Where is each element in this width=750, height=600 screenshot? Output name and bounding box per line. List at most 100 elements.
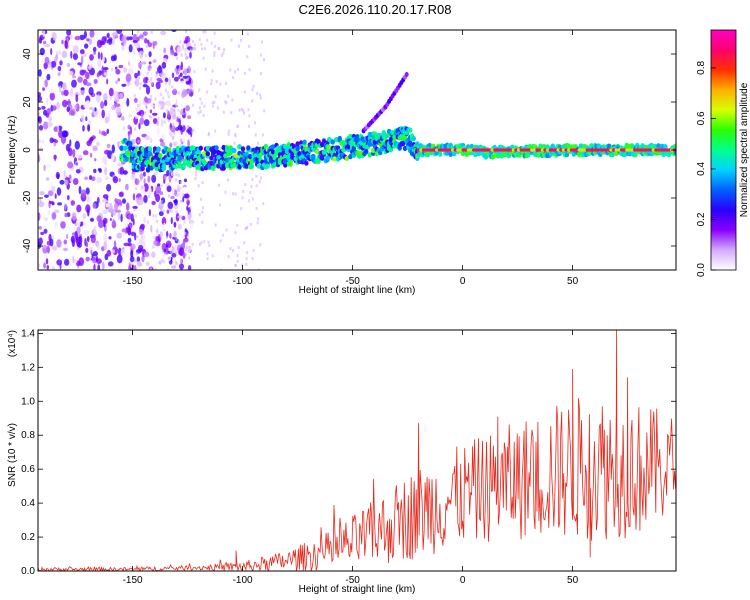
- spectrogram-noise-cell: [94, 158, 97, 162]
- spectrogram-faint-cell: [167, 194, 170, 198]
- spectrogram-noise-cell: [128, 113, 132, 118]
- spectrogram-noise-cell: [169, 142, 173, 148]
- spectrogram-noise-cell: [184, 228, 187, 233]
- spectrogram-faint-cell: [238, 108, 241, 112]
- spectrogram-secondary-cell: [404, 72, 409, 77]
- spectrogram-noise-cell: [139, 50, 144, 59]
- spectrogram-noise-cell: [164, 36, 167, 43]
- spectrogram-noise-cell: [114, 66, 118, 70]
- spectrogram-faint-cell: [156, 219, 158, 223]
- spectrogram-noise-cell: [106, 249, 112, 257]
- x-tick-label: -50: [345, 575, 360, 586]
- spectrogram-faint-cell: [180, 258, 183, 262]
- spectrogram-noise-cell: [61, 39, 64, 45]
- spectrogram-noise-cell: [80, 114, 85, 122]
- spectrogram-faint-cell: [236, 259, 239, 263]
- spectrogram-faint-cell: [199, 110, 202, 114]
- spectrogram-noise-cell: [176, 65, 180, 69]
- spectrogram-ridge-cell: [221, 163, 226, 169]
- spectrogram-faint-cell: [137, 140, 140, 143]
- spectrogram-noise-cell: [57, 202, 62, 206]
- spectrogram-noise-cell: [82, 125, 85, 132]
- spectrogram-noise-cell: [103, 241, 107, 250]
- spectrogram-noise-cell: [111, 32, 118, 37]
- x-tick-label: -150: [123, 276, 143, 287]
- spectrogram-noise-cell: [96, 141, 100, 147]
- spectrogram-faint-cell: [213, 100, 216, 104]
- snr-x-ticks: -150 -100 -50 0 50: [123, 330, 579, 586]
- spectrogram-faint-cell: [213, 51, 216, 55]
- spectrogram-ridge-cell: [673, 143, 676, 149]
- spectrogram-noise-cell: [177, 215, 183, 219]
- spectrogram-faint-cell: [179, 181, 182, 184]
- spectrogram-noise-cell: [42, 30, 46, 37]
- spectrogram-noise-cell: [107, 261, 114, 267]
- spectrogram-noise-cell: [142, 234, 146, 243]
- spectrogram-faint-cell: [191, 242, 194, 246]
- spectrogram-faint-cell: [190, 84, 193, 88]
- spectrogram-noise-cell: [59, 60, 63, 66]
- spectrogram-ridge-cell: [578, 143, 584, 149]
- spectrogram-faint-cell: [189, 215, 192, 219]
- spectrogram-noise-cell: [118, 191, 124, 197]
- x-tick-label: 50: [567, 276, 579, 287]
- y-tick-label: 1.4: [21, 328, 35, 339]
- spectrogram-faint-cell: [202, 113, 205, 117]
- spectrogram-faint-cell: [154, 97, 157, 101]
- spectrogram-faint-cell: [225, 101, 228, 105]
- spectrogram-faint-cell: [136, 200, 139, 204]
- spectrogram-noise-cell: [143, 216, 147, 224]
- spectrogram-faint-cell: [234, 264, 237, 268]
- spectrogram-faint-cell: [161, 249, 164, 253]
- colorbar-tick-label: 0.2: [696, 212, 707, 226]
- spectrogram-noise-cell: [142, 84, 148, 88]
- spectrogram-noise-cell: [162, 112, 166, 119]
- y-tick-label: 0.4: [21, 498, 35, 509]
- spectrogram-faint-cell: [199, 243, 201, 246]
- spectrogram-faint-cell: [145, 45, 148, 48]
- spectrogram-noise-cell: [56, 259, 63, 266]
- spectrogram-faint-cell: [167, 118, 170, 122]
- spectrogram-noise-cell: [134, 78, 140, 87]
- spectrogram-noise-cell: [62, 99, 68, 108]
- spectrogram-faint-cell: [174, 69, 177, 73]
- spectrogram-faint-cell: [251, 197, 254, 201]
- spectrogram-faint-cell: [192, 128, 195, 132]
- spectrogram-noise-cell: [124, 221, 129, 228]
- spectrogram-noise-cell: [104, 43, 110, 47]
- spectrogram-noise-cell: [109, 218, 112, 221]
- spectrogram-noise-cell: [81, 189, 87, 198]
- spectrogram-noise-cell: [89, 107, 94, 111]
- spectrogram-noise-cell: [96, 39, 103, 48]
- spectrogram-noise-cell: [155, 186, 162, 194]
- spectrogram-noise-cell: [38, 212, 41, 221]
- spectrogram-ridge-cell: [663, 144, 668, 150]
- spectrogram-ridge-cell: [284, 149, 290, 155]
- spectrogram-noise-cell: [189, 221, 194, 229]
- spectrogram-faint-cell: [221, 148, 224, 152]
- spectrogram-faint-cell: [179, 40, 182, 44]
- spectrogram-ridge-cell: [622, 151, 628, 158]
- spectrogram-ridge-cell: [526, 152, 531, 158]
- spectrogram-noise-cell: [103, 67, 109, 71]
- spectrogram-ridge-cell: [249, 159, 254, 165]
- x-tick-label: -50: [345, 276, 360, 287]
- spectrogram-faint-cell: [137, 104, 140, 108]
- spectrogram-noise-cell: [64, 40, 68, 49]
- spectrogram-noise-cell: [84, 176, 88, 180]
- spectrogram-noise-cell: [79, 235, 83, 245]
- spectrogram-faint-cell: [201, 181, 204, 185]
- spectrogram-faint-cell: [210, 79, 213, 83]
- spectrogram-noise-cell: [38, 226, 42, 230]
- spectrogram-noise-cell: [89, 54, 94, 61]
- spectrogram-noise-cell: [141, 113, 144, 118]
- spectrogram-faint-cell: [213, 31, 216, 35]
- spectrogram-noise-cell: [46, 108, 51, 116]
- spectrogram-noise-cell: [164, 77, 169, 83]
- spectrogram-ridge-cell: [122, 145, 128, 151]
- spectrogram-faint-cell: [233, 141, 236, 145]
- spectrogram-faint-cell: [223, 48, 225, 52]
- spectrogram-ridge-cell: [188, 162, 193, 169]
- spectrogram-faint-cell: [147, 220, 150, 224]
- spectrogram-noise-cell: [43, 217, 49, 221]
